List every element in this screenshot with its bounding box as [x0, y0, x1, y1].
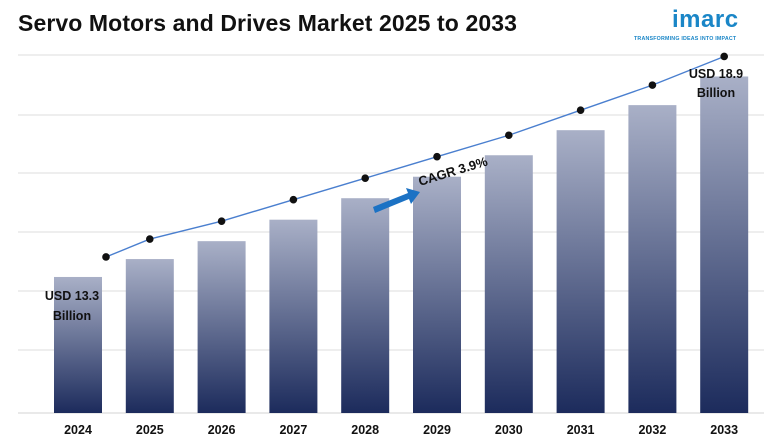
trend-marker-2025: [146, 235, 154, 243]
bars: [54, 76, 749, 414]
bar-2032: [628, 105, 677, 414]
trend-marker-2032: [648, 81, 657, 89]
cagr-arrow: [373, 188, 420, 213]
trend-marker-2028: [361, 174, 370, 182]
start-value-label-line2: Billion: [53, 309, 91, 323]
x-tick-2029: 2029: [423, 423, 451, 437]
imarc-logo: imarc TRANSFORMING IDEAS INTO IMPACT: [628, 6, 768, 46]
bar-2030: [484, 155, 533, 414]
bar-2033: [700, 76, 749, 413]
bar-2029: [413, 176, 461, 413]
bar-2026: [197, 241, 246, 413]
x-tick-2033: 2033: [710, 423, 738, 437]
bar-2028: [341, 198, 390, 413]
x-tick-2032: 2032: [638, 423, 666, 437]
x-tick-2027: 2027: [279, 423, 307, 437]
trend-marker-2026: [217, 217, 226, 225]
trend-markers: [102, 52, 728, 261]
x-tick-2031: 2031: [567, 423, 595, 437]
trend-marker-2024: [102, 253, 110, 261]
end-value-label-line1: USD 18.9: [689, 67, 743, 81]
bar-2027: [269, 219, 318, 413]
trend-marker-2027: [289, 195, 298, 204]
x-tick-2026: 2026: [208, 423, 236, 437]
trend-marker-2033: [720, 52, 728, 61]
trend-marker-2031: [576, 106, 585, 114]
bar-2024: [54, 276, 102, 413]
trend-line: [105, 55, 725, 258]
bar-2025: [125, 259, 174, 413]
end-value-label-line2: Billion: [697, 86, 735, 100]
x-tick-2028: 2028: [351, 423, 379, 437]
bar-2031: [556, 130, 605, 413]
chart-title: Servo Motors and Drives Market 2025 to 2…: [18, 10, 518, 36]
logo-tagline: TRANSFORMING IDEAS INTO IMPACT: [634, 36, 737, 42]
start-value-label-line1: USD 13.3: [45, 289, 99, 303]
trend-marker-2029: [433, 152, 441, 161]
x-tick-2024: 2024: [64, 423, 92, 437]
x-tick-2030: 2030: [495, 423, 523, 437]
trend-marker-2030: [505, 131, 513, 140]
x-tick-labels: 2024 2025 2026 2027 2028 2029 2030 2031 2032 2033: [64, 423, 738, 437]
x-tick-2025: 2025: [136, 423, 164, 437]
logo-wordmark: imarc: [672, 6, 739, 33]
